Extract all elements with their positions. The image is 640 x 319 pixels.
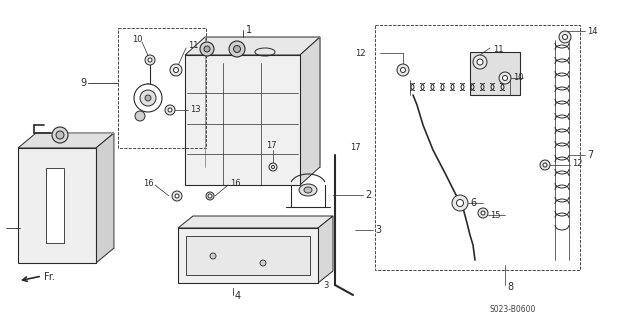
Text: 4: 4 [235,291,241,301]
Circle shape [173,68,179,72]
Polygon shape [178,216,333,228]
Text: 3: 3 [375,225,381,235]
Text: 17: 17 [350,143,360,152]
Circle shape [140,90,156,106]
Circle shape [145,55,155,65]
Circle shape [206,192,214,200]
Circle shape [269,163,277,171]
Circle shape [502,76,508,80]
Circle shape [481,211,485,215]
Bar [18,148,96,263]
Circle shape [172,191,182,201]
Polygon shape [18,133,114,148]
Circle shape [260,260,266,266]
Circle shape [165,105,175,115]
Circle shape [200,42,214,56]
Text: 15: 15 [490,211,500,219]
Text: S023-B0600: S023-B0600 [490,306,536,315]
Circle shape [210,253,216,259]
Circle shape [473,55,487,69]
Circle shape [204,46,210,52]
Text: 13: 13 [190,106,200,115]
Text: 10: 10 [132,35,143,44]
Text: 12: 12 [572,159,582,167]
Text: 12: 12 [355,48,365,57]
Text: 8: 8 [507,282,513,292]
Bar [118,28,206,148]
Circle shape [543,163,547,167]
Polygon shape [185,37,320,55]
Text: 2: 2 [365,190,371,200]
Text: 11: 11 [493,46,504,55]
Bar [185,55,300,185]
Circle shape [401,68,406,72]
Circle shape [456,199,463,206]
Text: 10: 10 [513,73,524,83]
Circle shape [229,41,245,57]
Circle shape [271,166,275,168]
Text: 9: 9 [80,78,86,88]
Circle shape [397,64,409,76]
Circle shape [559,31,571,43]
Bar [46,168,64,243]
Text: 11: 11 [188,41,198,50]
Circle shape [52,127,68,143]
Text: Fr.: Fr. [44,272,55,282]
Text: 16: 16 [230,179,241,188]
Circle shape [499,72,511,84]
Circle shape [563,34,568,40]
Circle shape [234,46,241,53]
Text: 1: 1 [246,25,252,35]
Text: 16: 16 [143,179,154,188]
Circle shape [168,108,172,112]
Text: 17: 17 [266,140,276,150]
Bar [178,228,318,283]
Ellipse shape [304,187,312,193]
Circle shape [540,160,550,170]
Circle shape [452,195,468,211]
Bar [118,28,206,148]
Bar [186,236,310,275]
Bar [375,25,580,270]
Ellipse shape [299,184,317,196]
Circle shape [170,64,182,76]
Circle shape [145,95,151,101]
Text: 3: 3 [323,280,328,290]
Polygon shape [300,37,320,185]
Text: 6: 6 [470,198,476,208]
Text: 7: 7 [587,150,593,160]
Circle shape [148,58,152,62]
Circle shape [56,131,64,139]
Circle shape [477,59,483,65]
Circle shape [478,208,488,218]
Text: 14: 14 [587,26,598,35]
Circle shape [208,194,212,198]
Polygon shape [318,216,333,283]
Polygon shape [470,52,520,95]
Circle shape [175,194,179,198]
Circle shape [134,84,162,112]
Circle shape [135,111,145,121]
Polygon shape [96,133,114,263]
